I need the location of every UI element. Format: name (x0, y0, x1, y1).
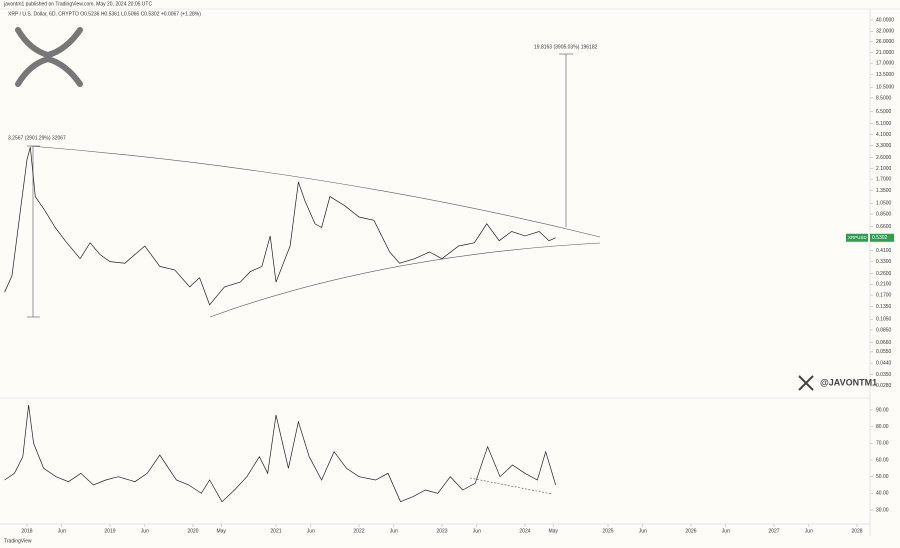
y-tick-label: 21.0000 (876, 50, 894, 56)
x-tick-label: Jun (805, 528, 813, 534)
x-tick-label: Jun (390, 528, 398, 534)
x-tick-label: 2024 (519, 528, 530, 534)
y-tick-label: 80.00 (876, 424, 889, 430)
x-tick-label: 2018 (21, 528, 32, 534)
y-tick-label: 50.00 (876, 474, 889, 480)
brand: TradingView (4, 538, 32, 544)
x-tick-label: 2022 (353, 528, 364, 534)
y-tick-label: 0.0850 (876, 327, 892, 333)
y-tick-label: 0.0350 (876, 372, 892, 378)
x-tick-label: Jun (307, 528, 315, 534)
y-tick-label: 0.3300 (876, 259, 892, 265)
y-tick-label: 0.6600 (876, 224, 892, 230)
x-tick-label: 2027 (768, 528, 779, 534)
y-tick-label: 6.5000 (876, 109, 892, 115)
x-tick-label: Jun (639, 528, 647, 534)
y-tick-label: 0.8500 (876, 211, 892, 217)
measure-annotation: 19.8163 (3905.03%) 196182 (534, 44, 598, 50)
x-tick-label: May (216, 528, 226, 534)
watermark: @JAVONTM1 (820, 377, 877, 387)
y-tick-label: 0.2100 (876, 282, 892, 288)
y-tick-label: 3.3000 (876, 143, 892, 149)
y-tick-label: 0.1700 (876, 292, 892, 298)
x-tick-label: May (548, 528, 558, 534)
x-watermark (798, 375, 814, 391)
y-tick-label: 0.0550 (876, 349, 892, 355)
y-tick-label: 60.00 (876, 457, 889, 463)
publisher: javontm1 published on TradingView.com, M… (3, 1, 152, 7)
x-tick-label: Jun (473, 528, 481, 534)
y-tick-label: 0.4100 (876, 248, 892, 254)
y-tick-label: 0.1050 (876, 317, 892, 323)
y-tick-label: 1.3500 (876, 188, 892, 194)
y-tick-label: 40.0000 (876, 17, 894, 23)
x-tick-label: 2020 (187, 528, 198, 534)
y-tick-label: 8.5000 (876, 95, 892, 101)
y-tick-label: 1.0500 (876, 201, 892, 207)
y-tick-label: 2.1000 (876, 166, 892, 172)
y-tick-label: 0.0440 (876, 360, 892, 366)
y-tick-label: 0.2600 (876, 271, 892, 277)
y-tick-label: 32.0000 (876, 29, 894, 35)
y-tick-label: 17.0000 (876, 60, 894, 66)
y-tick-label: 2.6000 (876, 155, 892, 161)
series-line (4, 147, 556, 306)
series-label-box (846, 233, 868, 242)
y-tick-label: 0.1350 (876, 304, 892, 310)
y-tick-label: 40.00 (876, 491, 889, 497)
x-tick-label: Jun (58, 528, 66, 534)
series-line (4, 404, 557, 503)
x-tick-label: Jun (141, 528, 149, 534)
y-tick-label: 1.7000 (876, 176, 892, 182)
last-price: 0.5302 (872, 235, 888, 241)
y-tick-label: 5.1000 (876, 121, 892, 127)
xrp-logo (15, 27, 83, 87)
y-tick-label: 0.0280 (876, 383, 892, 389)
y-tick-label: 13.5000 (876, 72, 894, 78)
x-tick-label: 2021 (270, 528, 281, 534)
y-tick-label: 4.1000 (876, 132, 892, 138)
drawings (27, 53, 601, 495)
y-tick-label: 90.00 (876, 407, 889, 413)
x-tick-label: 2028 (851, 528, 862, 534)
last-price-box (870, 233, 894, 242)
measure-annotation: 3.2567 (2901.29%) 32067 (8, 135, 66, 141)
y-tick-label: 30.00 (876, 507, 889, 513)
x-tick-label: 2023 (436, 528, 447, 534)
y-tick-label: 70.00 (876, 441, 889, 447)
x-tick-label: 2026 (685, 528, 696, 534)
y-tick-label: 26.0000 (876, 39, 894, 45)
x-tick-label: 2025 (602, 528, 613, 534)
x-tick-label: 2019 (104, 528, 115, 534)
x-tick-label: Jun (722, 528, 730, 534)
y-tick-label: 10.5000 (876, 85, 894, 91)
series-label: XRPUSD (848, 235, 868, 240)
y-tick-label: 0.0660 (876, 340, 892, 346)
symbol-header: XRP / U.S. Dollar, 6D, CRYPTO O0.5236 H0… (8, 11, 201, 17)
